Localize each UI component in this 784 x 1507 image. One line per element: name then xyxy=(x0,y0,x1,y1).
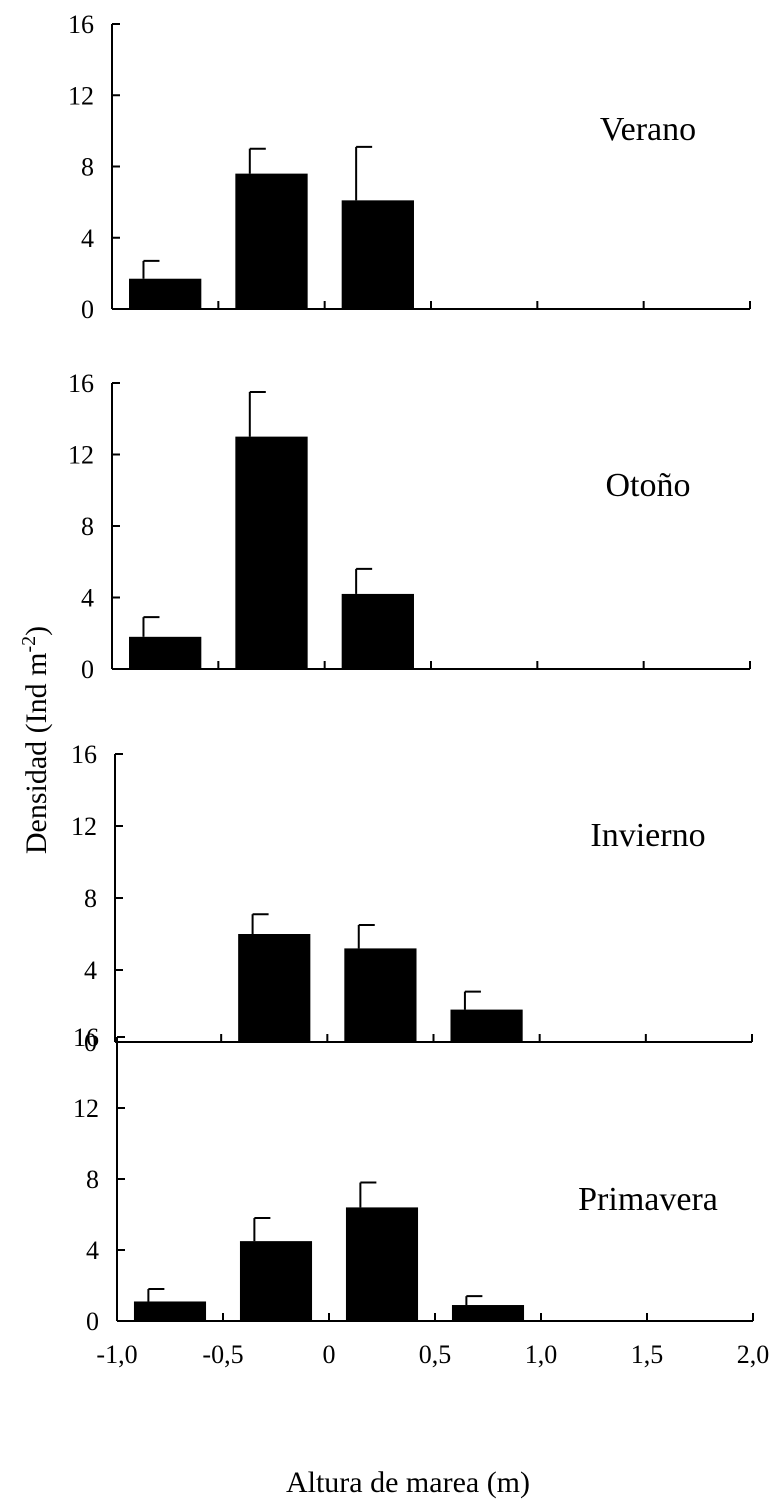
season-label: Otoño xyxy=(606,467,691,504)
x-tick-label: 1,0 xyxy=(525,1340,558,1369)
chart-panel-2: 0 4 8 12 16 Otoño xyxy=(68,369,751,684)
y-tick-label: 12 xyxy=(71,812,97,841)
y-tick-label: 12 xyxy=(68,441,94,470)
bar xyxy=(345,1207,419,1321)
x-tick-label: 1,5 xyxy=(631,1340,664,1369)
chart-panel-1: 0 4 8 12 16 Verano xyxy=(68,10,751,324)
y-axis-title-exponent: -2 xyxy=(18,636,40,653)
y-tick-label: 12 xyxy=(68,81,94,110)
season-label: Primavera xyxy=(578,1181,718,1218)
y-tick-label: 0 xyxy=(86,1307,99,1336)
season-label: Invierno xyxy=(590,817,705,854)
bar xyxy=(450,1009,523,1042)
bar xyxy=(341,200,414,309)
bar xyxy=(341,593,414,669)
y-tick-label: 16 xyxy=(71,740,97,769)
y-tick-label: 8 xyxy=(84,884,97,913)
y-tick-label: 8 xyxy=(81,512,94,541)
bar xyxy=(451,1305,525,1321)
y-tick-label: 16 xyxy=(68,10,94,39)
y-tick-label: 12 xyxy=(73,1094,99,1123)
chart-panel-4: 0 4 8 12 16 -1,0 -0,5 0 0,5 1,0 1,5 2,0 Primavera xyxy=(73,1023,769,1369)
bar xyxy=(344,948,417,1042)
y-tick-label: 4 xyxy=(81,584,94,613)
bar xyxy=(235,173,308,309)
panels-group: 0 4 8 12 16 Verano 0 4 8 12 16 Otoño 0 4 8 12 16 Invierno… xyxy=(68,10,769,1369)
bar xyxy=(238,934,311,1042)
y-tick-label: 16 xyxy=(68,369,94,398)
x-axis-title: Altura de marea (m) xyxy=(286,1466,530,1499)
x-tick-label: -0,5 xyxy=(202,1340,243,1369)
y-tick-label: 8 xyxy=(81,153,94,182)
bar xyxy=(129,636,202,669)
season-label: Verano xyxy=(600,111,696,148)
bar xyxy=(133,1301,207,1321)
y-tick-label: 8 xyxy=(86,1165,99,1194)
chart-panel-3: 0 4 8 12 16 Invierno xyxy=(71,740,753,1057)
y-axis-title: Densidad (Ind m-2) xyxy=(18,626,53,854)
x-tick-label: 2,0 xyxy=(737,1340,770,1369)
x-tick-label: 0,5 xyxy=(419,1340,452,1369)
y-tick-label: 0 xyxy=(84,1028,97,1057)
y-tick-label: 4 xyxy=(84,956,97,985)
y-tick-label: 16 xyxy=(73,1023,99,1052)
bar xyxy=(129,278,202,309)
bar xyxy=(235,436,308,669)
bar xyxy=(239,1241,313,1321)
y-tick-label: 4 xyxy=(86,1236,99,1265)
y-tick-label: 0 xyxy=(81,295,94,324)
x-tick-label: 0 xyxy=(323,1340,336,1369)
x-tick-label: -1,0 xyxy=(96,1340,137,1369)
y-tick-label: 4 xyxy=(81,224,94,253)
y-tick-label: 0 xyxy=(81,655,94,684)
